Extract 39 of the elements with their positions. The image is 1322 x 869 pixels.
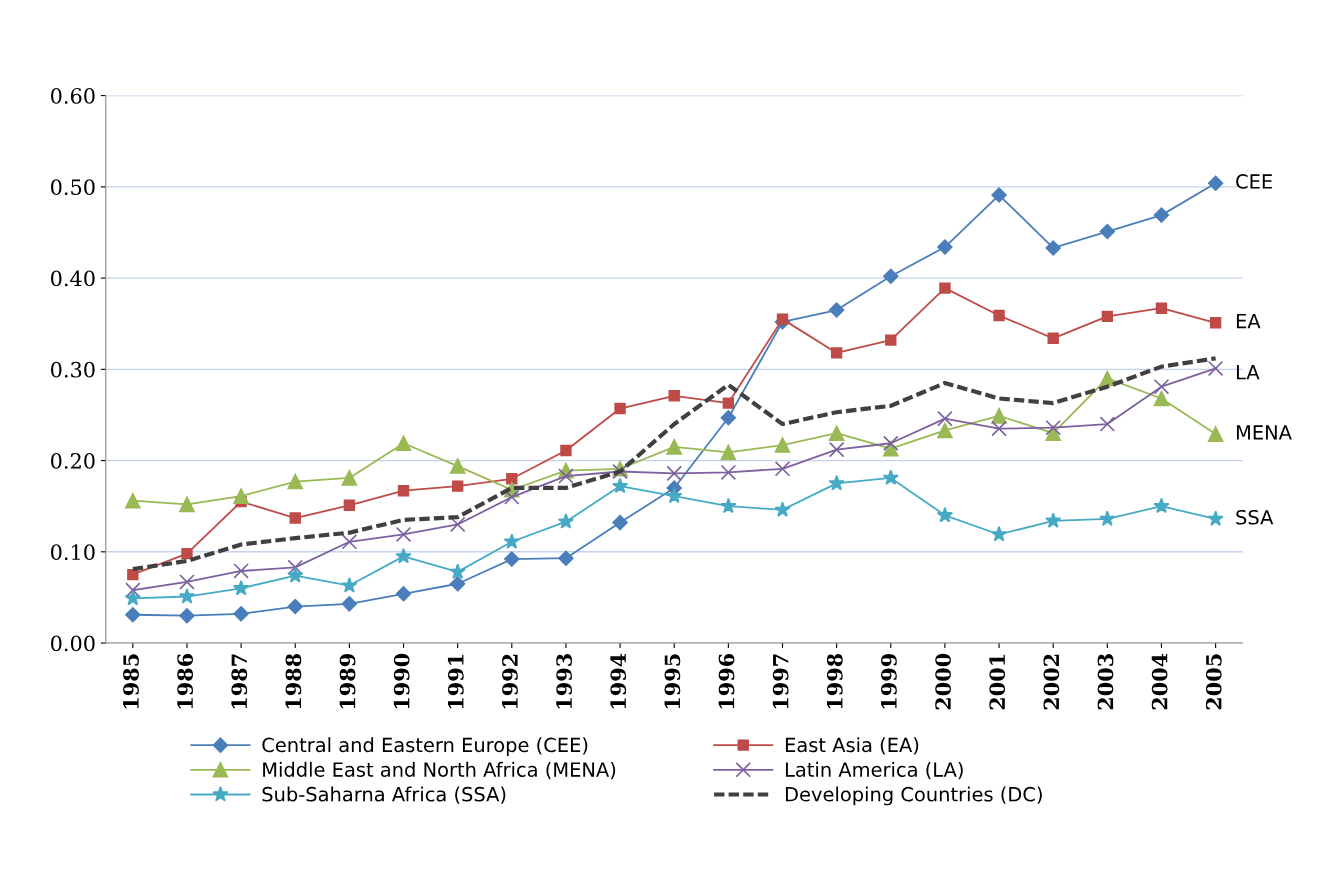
y-tick-label: 0.50 [51,179,95,196]
legend-label: Central and Eastern Europe (CEE) [262,737,588,757]
y-tick-label: 0.20 [51,453,95,469]
x-tick-label: 2003 [1097,654,1114,710]
annotation: MENA [1236,425,1292,440]
legend-label: Latin America (LA) [785,761,963,780]
x-tick-label: 1995 [664,654,681,709]
x-tick-label: 1992 [502,654,518,709]
annotation: SSA [1236,509,1274,525]
legend-label: Sub-Saharna Africa (SSA) [262,786,506,804]
y-tick-label: 0.40 [51,270,95,287]
x-tick-label: 1994 [610,653,627,709]
x-tick-label: 1987 [231,654,248,709]
x-tick-label: 1988 [285,653,302,709]
x-tick-label: 1990 [393,653,410,709]
x-tick-label: 2002 [1043,654,1060,710]
x-tick-label: 1997 [772,654,789,709]
x-tick-label: 1989 [339,654,356,709]
legend-label: East Asia (EA) [785,737,919,755]
x-tick-label: 2001 [989,654,1006,710]
y-tick-label: 0.60 [51,88,95,104]
x-tick-label: 1993 [556,654,572,709]
annotation: EA [1236,313,1261,329]
annotation: CEE [1236,174,1272,189]
x-tick-label: 2004 [1151,653,1168,710]
legend-label: Developing Countries (DC) [785,786,1042,806]
x-tick-label: 1996 [718,653,735,709]
y-tick-label: 0.10 [51,544,95,561]
x-tick-label: 2005 [1205,654,1222,710]
legend-label: Middle East and North Africa (MENA) [263,761,616,780]
x-tick-label: 1986 [177,653,194,709]
x-tick-label: 1999 [881,654,897,709]
x-tick-label: 1985 [123,654,139,709]
y-tick-label: 0.30 [51,361,95,378]
y-tick-label: 0.00 [51,635,95,652]
x-tick-label: 1991 [447,654,464,709]
annotation: LA [1236,365,1260,380]
x-tick-label: 2000 [935,653,951,710]
x-tick-label: 1998 [826,653,843,709]
